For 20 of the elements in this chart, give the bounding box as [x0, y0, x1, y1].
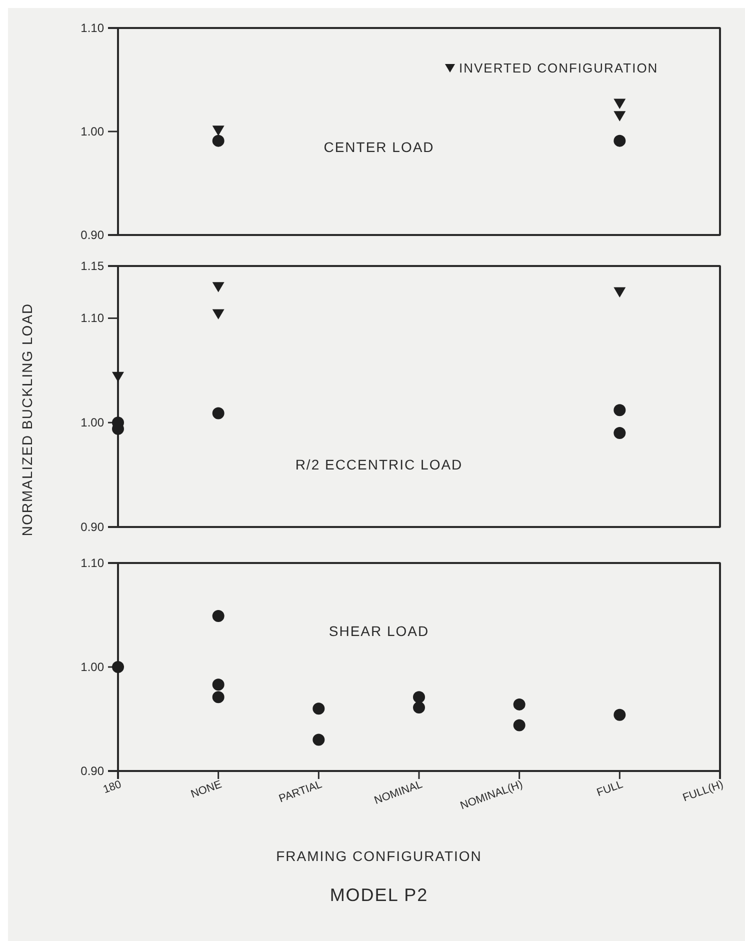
y-tick-label: 1.10 — [80, 311, 104, 326]
x-axis-title: FRAMING CONFIGURATION — [276, 848, 482, 864]
y-tick-label: 1.15 — [80, 258, 104, 273]
y-tick-label: 1.10 — [80, 20, 104, 35]
x-tick-label: 180 — [102, 778, 124, 796]
y-tick-label: 1.00 — [80, 124, 104, 138]
y-tick-label: 0.90 — [80, 520, 104, 534]
text: MODEL P2 — [330, 885, 428, 905]
x-tick-label: NONE — [189, 778, 224, 801]
y-tick-label: 0.90 — [80, 228, 104, 242]
annotation: CENTER LOAD — [324, 139, 434, 156]
y-axis-title: NORMALIZED BUCKLING LOAD — [19, 302, 35, 536]
legend-label: INVERTED CONFIGURATION — [459, 60, 658, 76]
y-tick-label: 1.10 — [80, 556, 104, 570]
annotation: SHEAR LOAD — [328, 622, 430, 639]
y-tick-label: 1.00 — [80, 660, 104, 674]
y-tick-label: 0.90 — [80, 764, 104, 778]
y-tick-label: 1.00 — [80, 415, 104, 430]
annotation: R/2 ECCENTRIC LOAD — [295, 456, 463, 473]
x-tick-label: FULL — [595, 778, 625, 800]
